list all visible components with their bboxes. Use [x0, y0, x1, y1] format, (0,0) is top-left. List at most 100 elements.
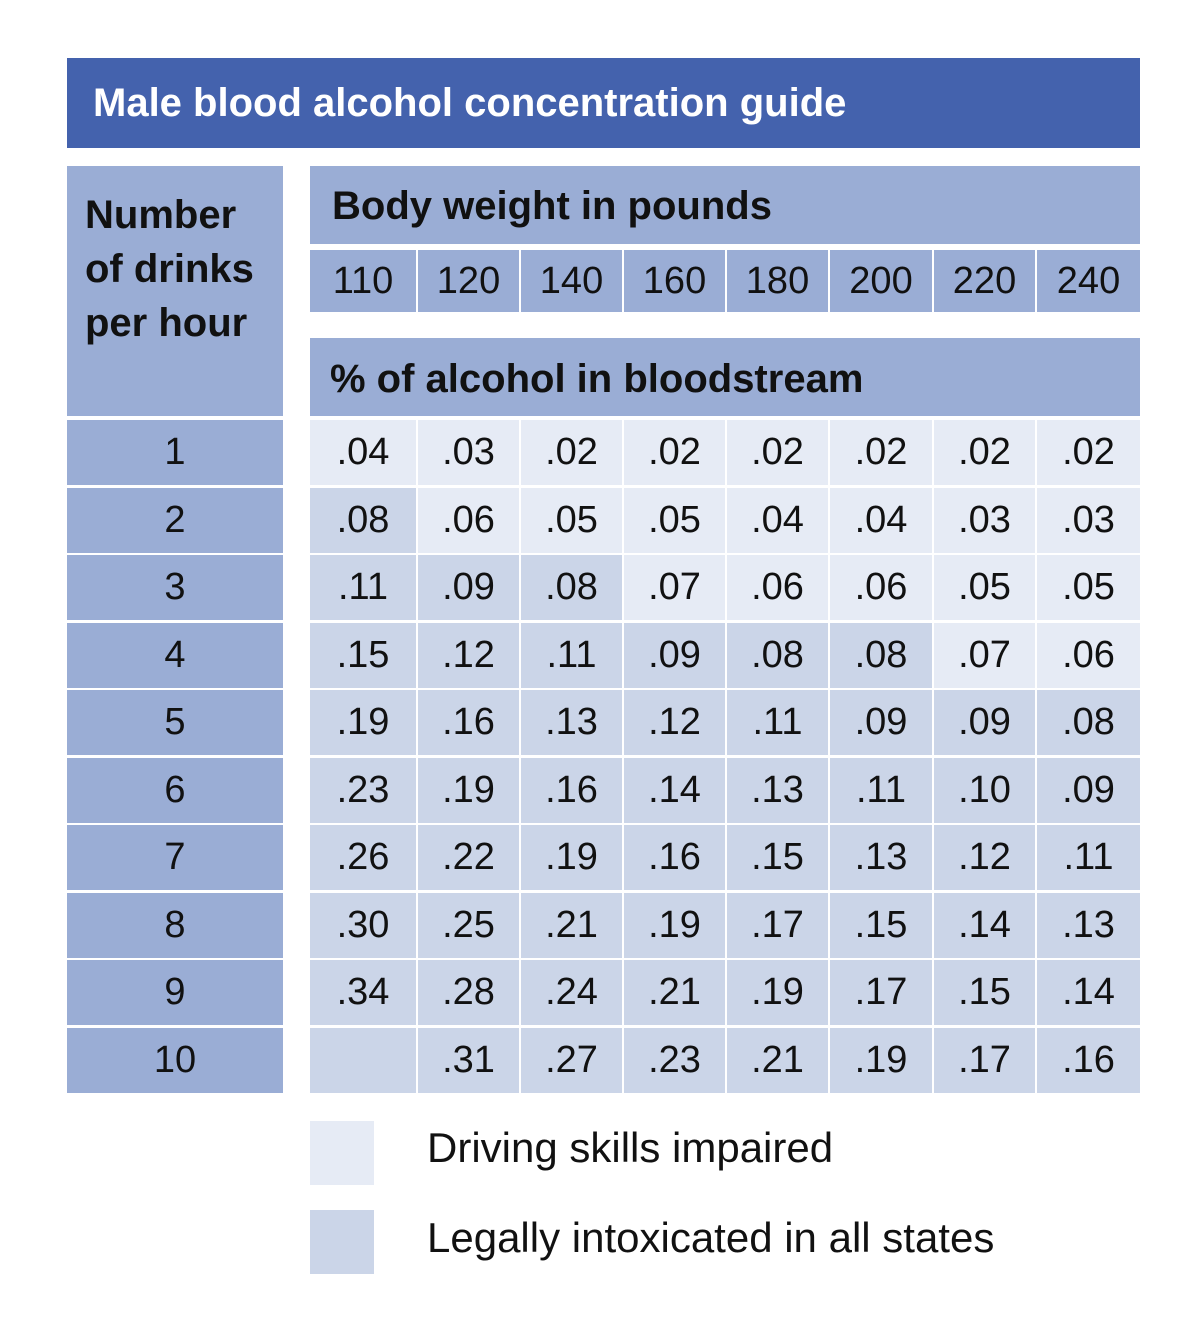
bac-cell-1-180: .02	[727, 420, 828, 485]
bac-cell-4-140: .11	[521, 622, 622, 688]
drinks-9: 9	[67, 960, 283, 1025]
bac-cell-9-140: .24	[521, 960, 622, 1025]
percent-header: % of alcohol in bloodstream	[310, 338, 1140, 416]
bac-cell-4-240: .06	[1037, 622, 1140, 688]
bac-cell-8-120: .25	[418, 892, 519, 958]
drinks-10: 10	[67, 1027, 283, 1093]
bac-cell-6-110: .23	[310, 757, 416, 823]
bac-cell-3-160: .07	[624, 555, 725, 620]
bac-cell-10-200: .19	[830, 1027, 932, 1093]
drinks-4: 4	[67, 622, 283, 688]
bac-cell-6-200: .11	[830, 757, 932, 823]
bac-cell-1-160: .02	[624, 420, 725, 485]
bac-cell-2-140: .05	[521, 487, 622, 553]
row-header-line-1: Number	[85, 193, 237, 237]
bac-cell-6-120: .19	[418, 757, 519, 823]
weight-180: 180	[727, 250, 828, 312]
bac-cell-10-240: .16	[1037, 1027, 1140, 1093]
bac-cell-8-110: .30	[310, 892, 416, 958]
bac-cell-7-160: .16	[624, 825, 725, 890]
bac-cell-5-200: .09	[830, 690, 932, 755]
bac-cell-3-180: .06	[727, 555, 828, 620]
chart-title: Male blood alcohol concentration guide	[67, 58, 1140, 148]
bac-cell-10-140: .27	[521, 1027, 622, 1093]
drinks-7: 7	[67, 825, 283, 890]
bac-cell-4-180: .08	[727, 622, 828, 688]
legend-swatch-impaired	[310, 1121, 374, 1185]
bac-cell-6-220: .10	[934, 757, 1035, 823]
bac-cell-2-200: .04	[830, 487, 932, 553]
bac-cell-5-220: .09	[934, 690, 1035, 755]
drinks-1: 1	[67, 420, 283, 485]
bac-cell-9-160: .21	[624, 960, 725, 1025]
weight-200: 200	[830, 250, 932, 312]
weight-110: 110	[310, 250, 416, 312]
drinks-3: 3	[67, 555, 283, 620]
bac-cell-10-220: .17	[934, 1027, 1035, 1093]
weight-120: 120	[418, 250, 519, 312]
bac-cell-8-140: .21	[521, 892, 622, 958]
bac-cell-8-220: .14	[934, 892, 1035, 958]
legend-label-intoxicated: Legally intoxicated in all states	[427, 1214, 995, 1261]
bac-cell-8-240: .13	[1037, 892, 1140, 958]
bac-cell-4-120: .12	[418, 622, 519, 688]
bac-cell-5-140: .13	[521, 690, 622, 755]
bac-cell-8-160: .19	[624, 892, 725, 958]
drinks-5: 5	[67, 690, 283, 755]
bac-cell-3-220: .05	[934, 555, 1035, 620]
row-header-line-2: of drinks	[85, 247, 254, 291]
bac-cell-3-140: .08	[521, 555, 622, 620]
bac-cell-2-220: .03	[934, 487, 1035, 553]
bac-cell-3-200: .06	[830, 555, 932, 620]
legend-swatch-intoxicated	[310, 1210, 374, 1274]
bac-cell-2-160: .05	[624, 487, 725, 553]
bac-cell-1-140: .02	[521, 420, 622, 485]
weight-140: 140	[521, 250, 622, 312]
legend-label-impaired: Driving skills impaired	[427, 1124, 834, 1171]
bac-cell-5-120: .16	[418, 690, 519, 755]
bac-cell-4-160: .09	[624, 622, 725, 688]
drinks-8: 8	[67, 892, 283, 958]
bac-cell-7-200: .13	[830, 825, 932, 890]
bac-cell-10-180: .21	[727, 1027, 828, 1093]
bac-cell-5-180: .11	[727, 690, 828, 755]
bac-cell-7-140: .19	[521, 825, 622, 890]
bac-cell-1-240: .02	[1037, 420, 1140, 485]
weight-160: 160	[624, 250, 725, 312]
bac-cell-2-180: .04	[727, 487, 828, 553]
bac-cell-10-160: .23	[624, 1027, 725, 1093]
bac-cell-5-110: .19	[310, 690, 416, 755]
bac-cell-3-120: .09	[418, 555, 519, 620]
bac-cell-4-110: .15	[310, 622, 416, 688]
bac-cell-7-120: .22	[418, 825, 519, 890]
bac-cell-10-110	[310, 1027, 416, 1093]
bac-cell-7-240: .11	[1037, 825, 1140, 890]
bac-cell-1-200: .02	[830, 420, 932, 485]
drinks-2: 2	[67, 487, 283, 553]
weight-240: 240	[1037, 250, 1140, 312]
bac-cell-6-160: .14	[624, 757, 725, 823]
weight-220: 220	[934, 250, 1035, 312]
bac-cell-5-160: .12	[624, 690, 725, 755]
bac-cell-2-110: .08	[310, 487, 416, 553]
bac-cell-9-220: .15	[934, 960, 1035, 1025]
bac-cell-7-180: .15	[727, 825, 828, 890]
bac-cell-9-110: .34	[310, 960, 416, 1025]
bac-cell-8-180: .17	[727, 892, 828, 958]
bac-cell-6-240: .09	[1037, 757, 1140, 823]
bac-cell-4-200: .08	[830, 622, 932, 688]
body-weight-header: Body weight in pounds	[310, 166, 1140, 244]
row-header: Number of drinks per hour	[67, 166, 283, 416]
bac-cell-1-220: .02	[934, 420, 1035, 485]
bac-cell-6-180: .13	[727, 757, 828, 823]
bac-cell-1-110: .04	[310, 420, 416, 485]
bac-cell-6-140: .16	[521, 757, 622, 823]
bac-cell-2-120: .06	[418, 487, 519, 553]
bac-cell-9-180: .19	[727, 960, 828, 1025]
bac-cell-3-110: .11	[310, 555, 416, 620]
bac-cell-9-200: .17	[830, 960, 932, 1025]
bac-cell-1-120: .03	[418, 420, 519, 485]
bac-cell-2-240: .03	[1037, 487, 1140, 553]
bac-cell-7-220: .12	[934, 825, 1035, 890]
bac-cell-9-120: .28	[418, 960, 519, 1025]
